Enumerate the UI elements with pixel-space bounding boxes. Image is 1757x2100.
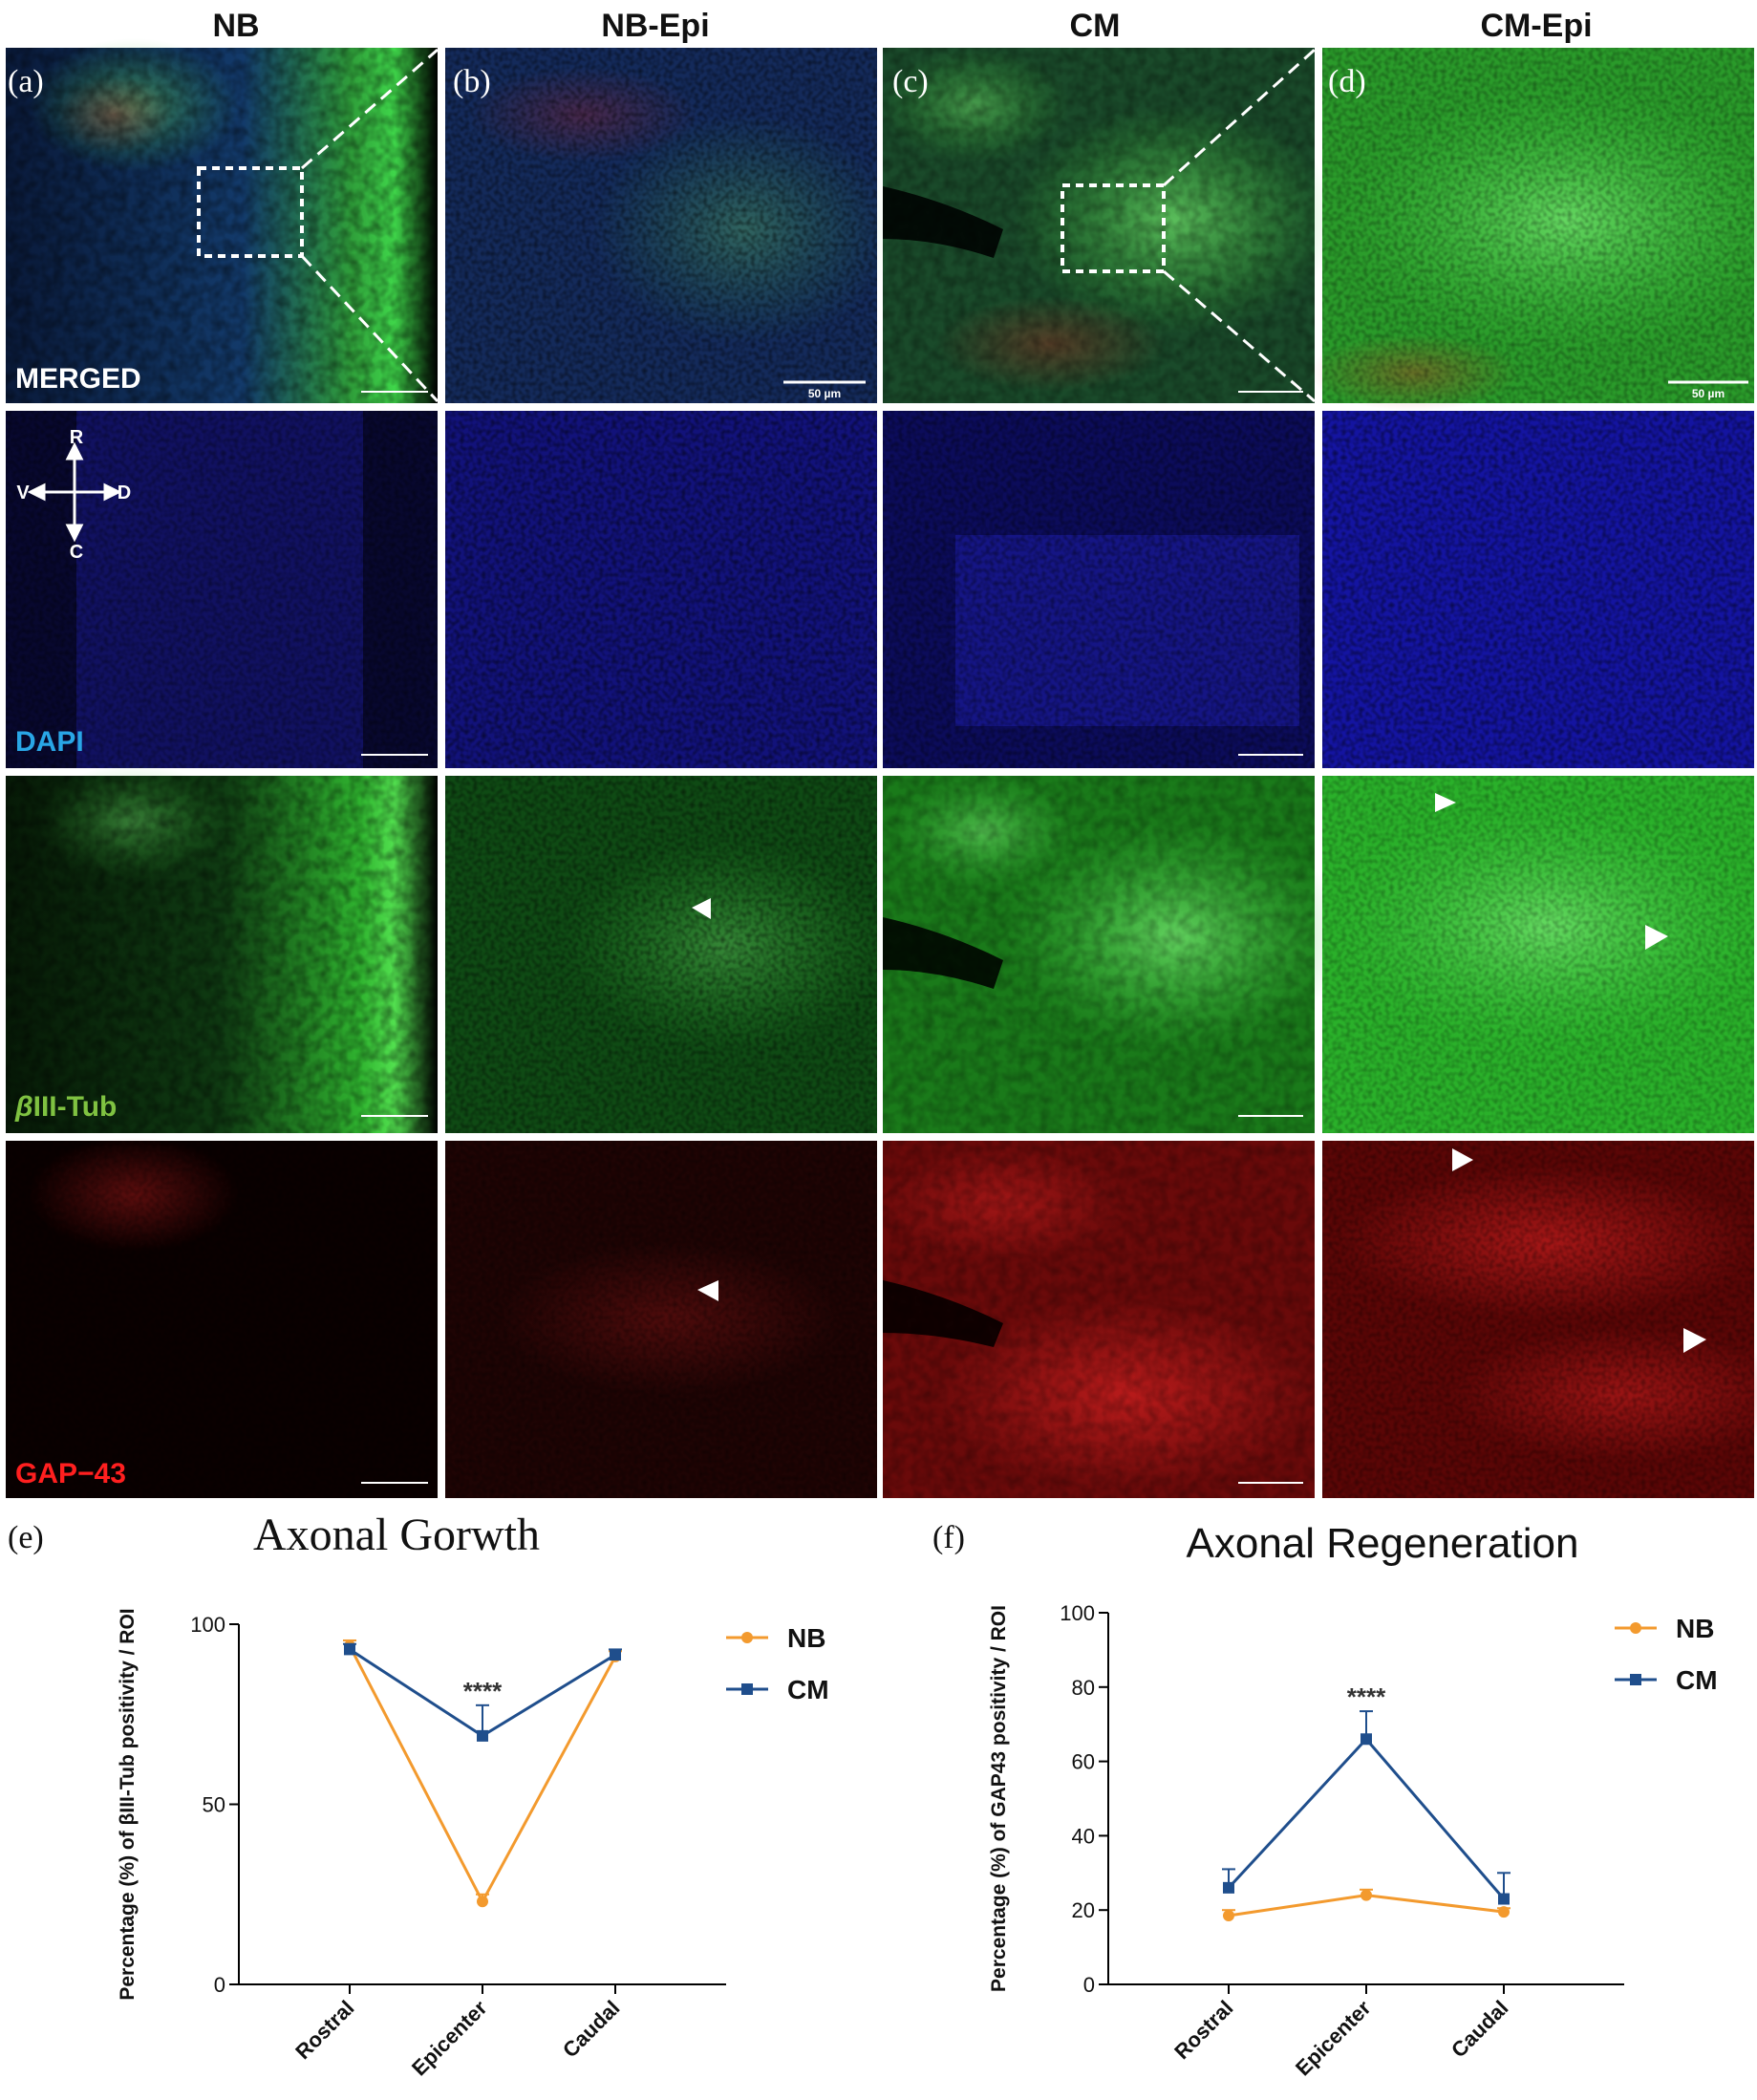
arrowhead-marker <box>697 1280 718 1301</box>
chart-axonal-regeneration: Axonal Regeneration 0 20 40 60 80 100 Rostral Ep… <box>988 1520 1718 2080</box>
series-line-cm <box>1227 1737 1506 1900</box>
column-header-cm: CM <box>1070 8 1121 44</box>
x-tick-label: Epicenter <box>1291 1996 1376 2081</box>
y-tick-label: 0 <box>214 1973 225 1997</box>
micrograph-row-gap43: GAP−43 <box>6 1137 1757 1498</box>
panel-label-d: (d) <box>1328 64 1366 99</box>
column-header-nb-epi: NB-Epi <box>601 8 709 44</box>
legend-marker <box>1630 1622 1641 1634</box>
data-point-cm <box>1223 1881 1234 1894</box>
y-tick-label: 20 <box>1072 1898 1095 1922</box>
micrograph-row-tub: βIII-Tub <box>6 764 1757 1133</box>
significance-marker: **** <box>463 1677 503 1705</box>
orientation-label-rostral: R <box>70 427 84 448</box>
arrowhead-marker <box>1435 793 1456 812</box>
legend-label-nb: NB <box>1676 1614 1714 1643</box>
scale-bar-label: 50 µm <box>1692 387 1725 400</box>
data-point-nb <box>477 1896 488 1908</box>
panel-label-b: (b) <box>453 64 491 99</box>
chart-axonal-growth: Axonal Gorwth 0 50 100 Rostral Epicenter Cauda… <box>117 1510 829 2080</box>
arrowhead-marker <box>692 898 711 919</box>
arrowhead-marker <box>1645 925 1668 950</box>
row-label-text: III-Tub <box>33 1091 118 1123</box>
arrowhead-marker <box>1452 1148 1473 1171</box>
y-tick-label: 60 <box>1072 1750 1095 1774</box>
x-tick-label: Rostral <box>1169 1996 1237 2064</box>
orientation-label-dorsal: D <box>118 482 131 504</box>
legend-marker <box>741 1683 753 1695</box>
x-tick-label: Rostral <box>290 1996 358 2064</box>
y-tick-label: 100 <box>190 1613 225 1637</box>
data-point-cm <box>610 1649 621 1661</box>
column-header-nb: NB <box>212 8 259 44</box>
orientation-label-ventral: V <box>16 482 30 504</box>
y-tick-label: 40 <box>1072 1824 1095 1848</box>
legend-marker <box>1630 1674 1641 1685</box>
row-label-gap43: GAP−43 <box>15 1458 126 1489</box>
y-axis-label: Percentage (%) of βIII-Tub positivity / … <box>117 1608 139 2000</box>
panel-label-a: (a) <box>8 64 44 99</box>
row-label-prefix: β <box>14 1091 33 1123</box>
data-point-cm <box>344 1643 355 1656</box>
legend-label-cm: CM <box>787 1675 829 1704</box>
data-point-nb <box>1498 1906 1510 1918</box>
row-label-text: DAPI <box>15 726 84 758</box>
row-label-dapi: DAPI <box>15 726 84 758</box>
data-point-nb <box>1223 1910 1234 1922</box>
y-tick-label: 100 <box>1060 1601 1095 1625</box>
x-tick-label: Caudal <box>558 1996 625 2063</box>
y-axis-label: Percentage (%) of GAP43 positivity / ROI <box>988 1605 1010 1992</box>
chart-title: Axonal Gorwth <box>253 1510 540 1560</box>
orientation-label-caudal: C <box>70 542 83 563</box>
row-label-tub: βIII-Tub <box>14 1091 117 1123</box>
micrograph-row-merged: 50 µm 50 µm (a) (b) (c) (d) MERGED <box>6 38 1757 411</box>
row-label-merged: MERGED <box>15 363 141 395</box>
orientation-compass <box>27 441 122 543</box>
legend-marker <box>741 1632 753 1643</box>
significance-marker: **** <box>1347 1682 1386 1711</box>
panel-label-f: (f) <box>932 1520 965 1555</box>
data-point-cm <box>1361 1733 1372 1746</box>
data-point-cm <box>477 1729 488 1742</box>
panel-label-c: (c) <box>892 64 929 99</box>
panel-label-e: (e) <box>8 1520 44 1555</box>
y-tick-label: 0 <box>1083 1973 1095 1997</box>
column-header-cm-epi: CM-Epi <box>1480 8 1592 44</box>
y-tick-label: 80 <box>1072 1676 1095 1700</box>
micrograph-row-dapi: R C V D DAPI <box>6 411 1754 768</box>
row-label-text: MERGED <box>15 363 141 395</box>
x-tick-label: Epicenter <box>407 1996 492 2081</box>
legend-label-cm: CM <box>1676 1665 1718 1695</box>
data-point-nb <box>1361 1889 1372 1901</box>
chart-title: Axonal Regeneration <box>1187 1520 1579 1567</box>
roi-box-nb <box>197 166 304 258</box>
y-tick-label: 50 <box>203 1793 225 1817</box>
scale-bar-label: 50 µm <box>808 387 841 400</box>
legend-label-nb: NB <box>787 1623 825 1653</box>
arrowhead-marker <box>1683 1328 1706 1353</box>
x-tick-label: Caudal <box>1446 1996 1513 2063</box>
data-point-cm <box>1498 1893 1510 1905</box>
row-label-text: GAP−43 <box>15 1458 126 1489</box>
